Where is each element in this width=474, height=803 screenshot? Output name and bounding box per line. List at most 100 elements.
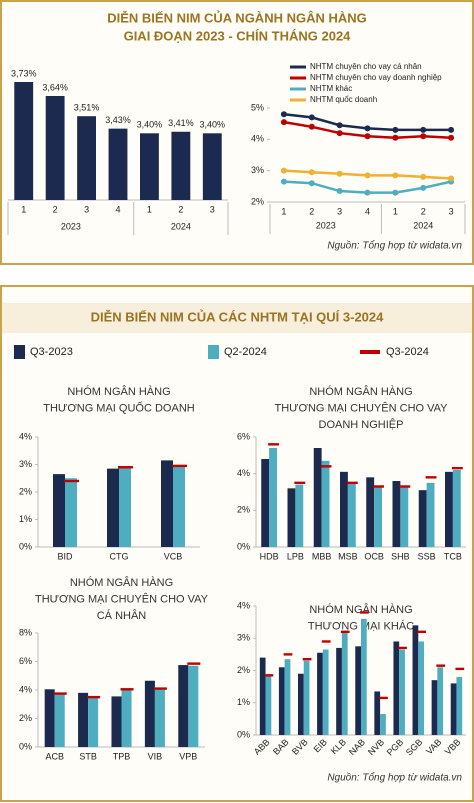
bar	[374, 486, 382, 547]
x-tick-label: LPB	[287, 551, 304, 561]
marker	[294, 481, 306, 485]
bar	[259, 657, 266, 735]
bar	[321, 460, 330, 547]
bar	[456, 676, 463, 735]
bar	[121, 689, 132, 747]
point	[308, 114, 315, 121]
legend-label: NHTM khác	[310, 84, 352, 93]
point	[364, 125, 371, 132]
legend-label: NHTM chuyên cho vay doanh nghiệp	[310, 73, 442, 82]
panel-title: DIỄN BIẾN NIM CỦA NGÀNH NGÂN HÀNG	[107, 10, 367, 25]
marker	[340, 630, 350, 633]
x-tick-label: CTG	[110, 551, 129, 561]
bar	[202, 133, 222, 200]
bar	[77, 116, 96, 200]
chart-title: DOANH NGHIỆP	[319, 418, 404, 431]
bar	[393, 641, 400, 735]
marker	[264, 674, 274, 677]
point	[308, 180, 315, 187]
x-tick-label: STB	[79, 751, 97, 761]
y-tick-label: 0%	[237, 541, 250, 551]
data-label: 3,64%	[42, 82, 68, 92]
y-tick-label: 3%	[237, 633, 250, 643]
y-tick-label: 2%	[251, 196, 264, 206]
legend-swatch	[208, 345, 219, 359]
data-label: 3,41%	[168, 118, 194, 128]
bar	[445, 471, 453, 547]
bar	[178, 665, 189, 747]
point	[280, 119, 287, 126]
bar	[53, 474, 65, 547]
point	[392, 189, 399, 196]
x-tick-label: VPB	[179, 751, 197, 761]
bar	[452, 470, 461, 547]
source: Nguồn: Tổng hợp từ widata.vn	[327, 772, 462, 784]
bar	[144, 680, 155, 747]
marker	[399, 485, 411, 488]
bar	[303, 660, 310, 735]
legend-label: NHTM quốc doanh	[310, 95, 377, 104]
bar	[340, 471, 348, 547]
bar	[14, 82, 34, 200]
y-tick-label: 4%	[19, 431, 32, 441]
chart-title: THƯƠNG MẠI CHUYÊN CHO VAY	[35, 592, 209, 605]
bar	[313, 448, 322, 547]
y-tick-label: 0%	[237, 729, 250, 739]
point	[364, 172, 371, 179]
point	[280, 111, 287, 118]
bar	[317, 652, 323, 735]
point	[308, 169, 315, 176]
marker	[172, 464, 187, 468]
bar	[78, 692, 89, 747]
marker	[455, 667, 465, 671]
marker	[373, 485, 384, 488]
x-tick-label: 3	[210, 204, 215, 214]
legend-label: Q3-2024	[386, 346, 429, 358]
y-tick-label: 4%	[19, 684, 32, 694]
marker	[398, 646, 407, 650]
data-label: 3,40%	[200, 120, 226, 130]
title-band	[2, 303, 472, 333]
x-tick-label: ACB	[45, 751, 64, 761]
marker	[302, 658, 312, 661]
point	[420, 184, 427, 191]
marker	[379, 696, 388, 700]
group-label: 2023	[61, 221, 81, 231]
y-tick-label: 6%	[237, 431, 250, 441]
chart-title: NHÓM NGÂN HÀNG	[309, 385, 412, 398]
point	[392, 126, 399, 133]
legend-swatch	[14, 345, 25, 359]
point	[336, 188, 343, 195]
y-tick-label: 2%	[19, 713, 32, 723]
point	[364, 133, 371, 140]
bar	[188, 665, 199, 747]
bar	[431, 680, 438, 735]
chart-title: NHÓM NGÂN HÀNG	[70, 576, 173, 589]
point	[336, 170, 343, 177]
point	[420, 133, 427, 140]
bar	[361, 618, 367, 735]
group-label: 2024	[413, 220, 433, 230]
bar	[380, 714, 386, 735]
x-tick-label: 1	[281, 206, 286, 216]
bar	[355, 646, 361, 735]
point	[448, 175, 455, 182]
bar	[374, 691, 381, 735]
point	[420, 126, 427, 133]
bar	[450, 683, 457, 735]
bar	[298, 673, 304, 735]
data-label: 3,40%	[137, 120, 163, 130]
y-tick-label: 0%	[19, 741, 32, 751]
x-tick-label: 2	[53, 204, 58, 214]
x-tick-label: 2	[178, 204, 183, 214]
point	[364, 189, 371, 196]
data-label: 3,43%	[105, 115, 131, 125]
x-tick-label: SHB	[391, 551, 410, 561]
bar	[437, 667, 444, 735]
bar	[88, 697, 99, 747]
y-tick-label: 4%	[251, 134, 264, 144]
bar	[284, 659, 291, 735]
bar	[65, 478, 77, 547]
y-tick-label: 8%	[19, 627, 32, 637]
